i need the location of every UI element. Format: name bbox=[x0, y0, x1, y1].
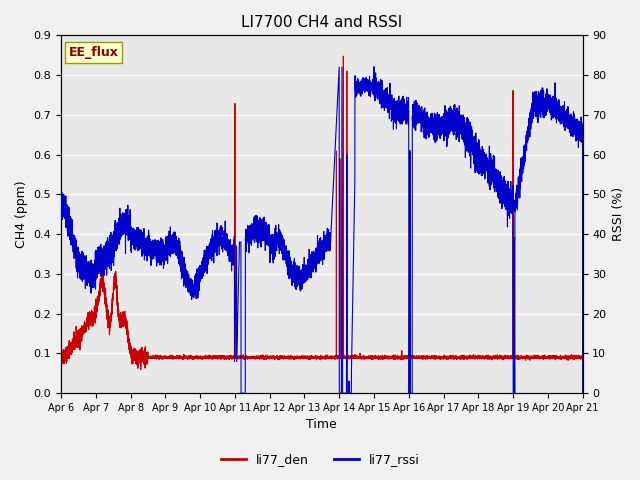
Y-axis label: RSSI (%): RSSI (%) bbox=[612, 187, 625, 241]
X-axis label: Time: Time bbox=[307, 419, 337, 432]
Y-axis label: CH4 (ppm): CH4 (ppm) bbox=[15, 180, 28, 248]
Text: EE_flux: EE_flux bbox=[69, 46, 119, 59]
Title: LI7700 CH4 and RSSI: LI7700 CH4 and RSSI bbox=[241, 15, 403, 30]
Legend: li77_den, li77_rssi: li77_den, li77_rssi bbox=[216, 448, 424, 471]
